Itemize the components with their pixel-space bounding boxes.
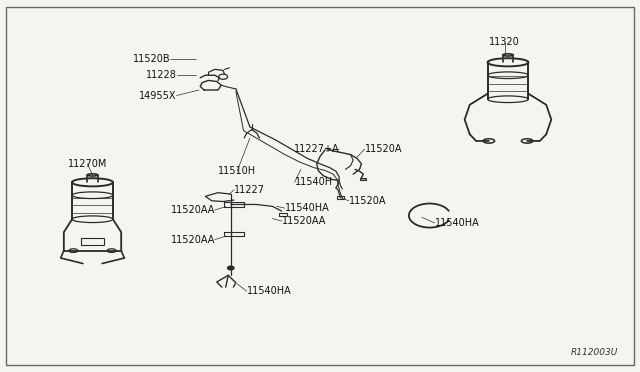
Text: 11227+A: 11227+A — [294, 144, 339, 154]
Bar — [81, 238, 104, 245]
Text: 11510H: 11510H — [218, 166, 256, 176]
Text: 11540HA: 11540HA — [285, 203, 330, 213]
Bar — [279, 213, 287, 216]
Text: 11520AA: 11520AA — [170, 205, 215, 215]
Text: 11520A: 11520A — [365, 144, 402, 154]
Text: 11270M: 11270M — [68, 159, 107, 169]
Bar — [337, 196, 344, 199]
Text: 11520AA: 11520AA — [282, 216, 326, 226]
Text: 11540HA: 11540HA — [246, 286, 291, 296]
Text: 11520AA: 11520AA — [170, 234, 215, 244]
Text: 11228: 11228 — [146, 70, 177, 80]
Text: R112003U: R112003U — [571, 347, 618, 357]
Text: 11520B: 11520B — [132, 54, 170, 64]
Text: 11540H: 11540H — [294, 177, 333, 187]
Text: 11520A: 11520A — [349, 196, 386, 206]
Text: 14955X: 14955X — [139, 90, 177, 100]
Text: 11540HA: 11540HA — [435, 218, 479, 228]
Bar — [360, 177, 366, 180]
Circle shape — [228, 266, 234, 270]
Text: 11227: 11227 — [234, 185, 265, 195]
Text: 11320: 11320 — [490, 37, 520, 47]
